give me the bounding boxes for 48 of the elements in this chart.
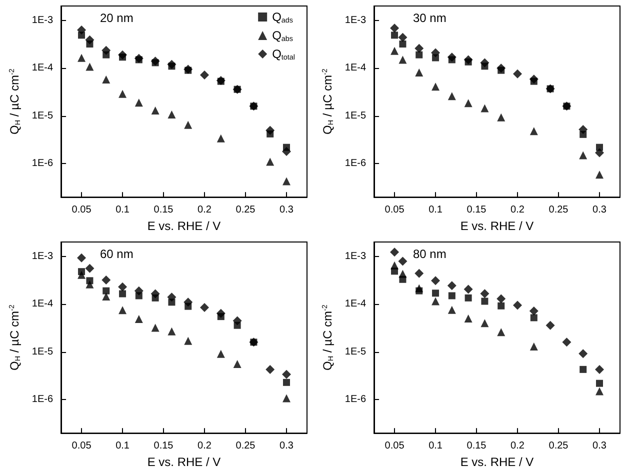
x-tick-label: 0.2 <box>510 440 525 452</box>
y-tick-label: 1E-4 <box>32 298 54 310</box>
x-tick-label: 0.1 <box>116 440 130 452</box>
x-tick-label: 0.2 <box>198 204 212 216</box>
x-tick-label: 0.15 <box>466 440 487 452</box>
x-tick-label: 0.2 <box>510 204 525 216</box>
x-tick-label: 0.05 <box>72 204 92 216</box>
y-tick-label: 1E-6 <box>32 394 54 406</box>
y-tick-label: 1E-5 <box>344 110 366 122</box>
annotation: 60 nm <box>100 247 134 261</box>
y-tick-label: 1E-6 <box>344 394 366 406</box>
y-tick-label: 1E-3 <box>344 250 366 262</box>
y-tick-label: 1E-3 <box>32 14 54 26</box>
x-axis-title: E vs. RHE / V <box>147 219 221 233</box>
x-tick-label: 0.3 <box>592 440 607 452</box>
y-tick-label: 1E-4 <box>344 62 366 74</box>
x-tick-label: 0.3 <box>280 440 294 452</box>
x-tick-label: 0.15 <box>154 440 174 452</box>
x-axis-title: E vs. RHE / V <box>147 455 221 469</box>
y-tick-label: 1E-6 <box>344 158 366 170</box>
x-tick-label: 0.25 <box>236 204 256 216</box>
x-axis-title: E vs. RHE / V <box>460 455 534 469</box>
x-tick-label: 0.05 <box>384 204 405 216</box>
annotation: 20 nm <box>100 11 134 25</box>
x-axis-title: E vs. RHE / V <box>460 219 534 233</box>
x-tick-label: 0.25 <box>236 440 256 452</box>
y-tick-label: 1E-3 <box>344 14 366 26</box>
x-tick-label: 0.1 <box>428 440 443 452</box>
y-tick-label: 1E-4 <box>32 62 54 74</box>
x-tick-label: 0.25 <box>548 440 569 452</box>
x-tick-label: 0.3 <box>592 204 607 216</box>
y-tick-label: 1E-3 <box>32 250 54 262</box>
x-tick-label: 0.05 <box>72 440 92 452</box>
x-tick-label: 0.15 <box>154 204 174 216</box>
x-tick-label: 0.15 <box>466 204 487 216</box>
y-tick-label: 1E-6 <box>32 158 54 170</box>
x-tick-label: 0.25 <box>548 204 569 216</box>
annotation: 80 nm <box>413 247 446 261</box>
x-tick-label: 0.1 <box>116 204 130 216</box>
y-tick-label: 1E-5 <box>344 346 366 358</box>
annotation: 30 nm <box>413 11 446 25</box>
x-tick-label: 0.2 <box>198 440 212 452</box>
y-tick-label: 1E-5 <box>32 346 54 358</box>
x-tick-label: 0.05 <box>384 440 405 452</box>
y-tick-label: 1E-4 <box>344 298 366 310</box>
x-tick-label: 0.3 <box>280 204 294 216</box>
y-tick-label: 1E-5 <box>32 110 54 122</box>
x-tick-label: 0.1 <box>428 204 443 216</box>
